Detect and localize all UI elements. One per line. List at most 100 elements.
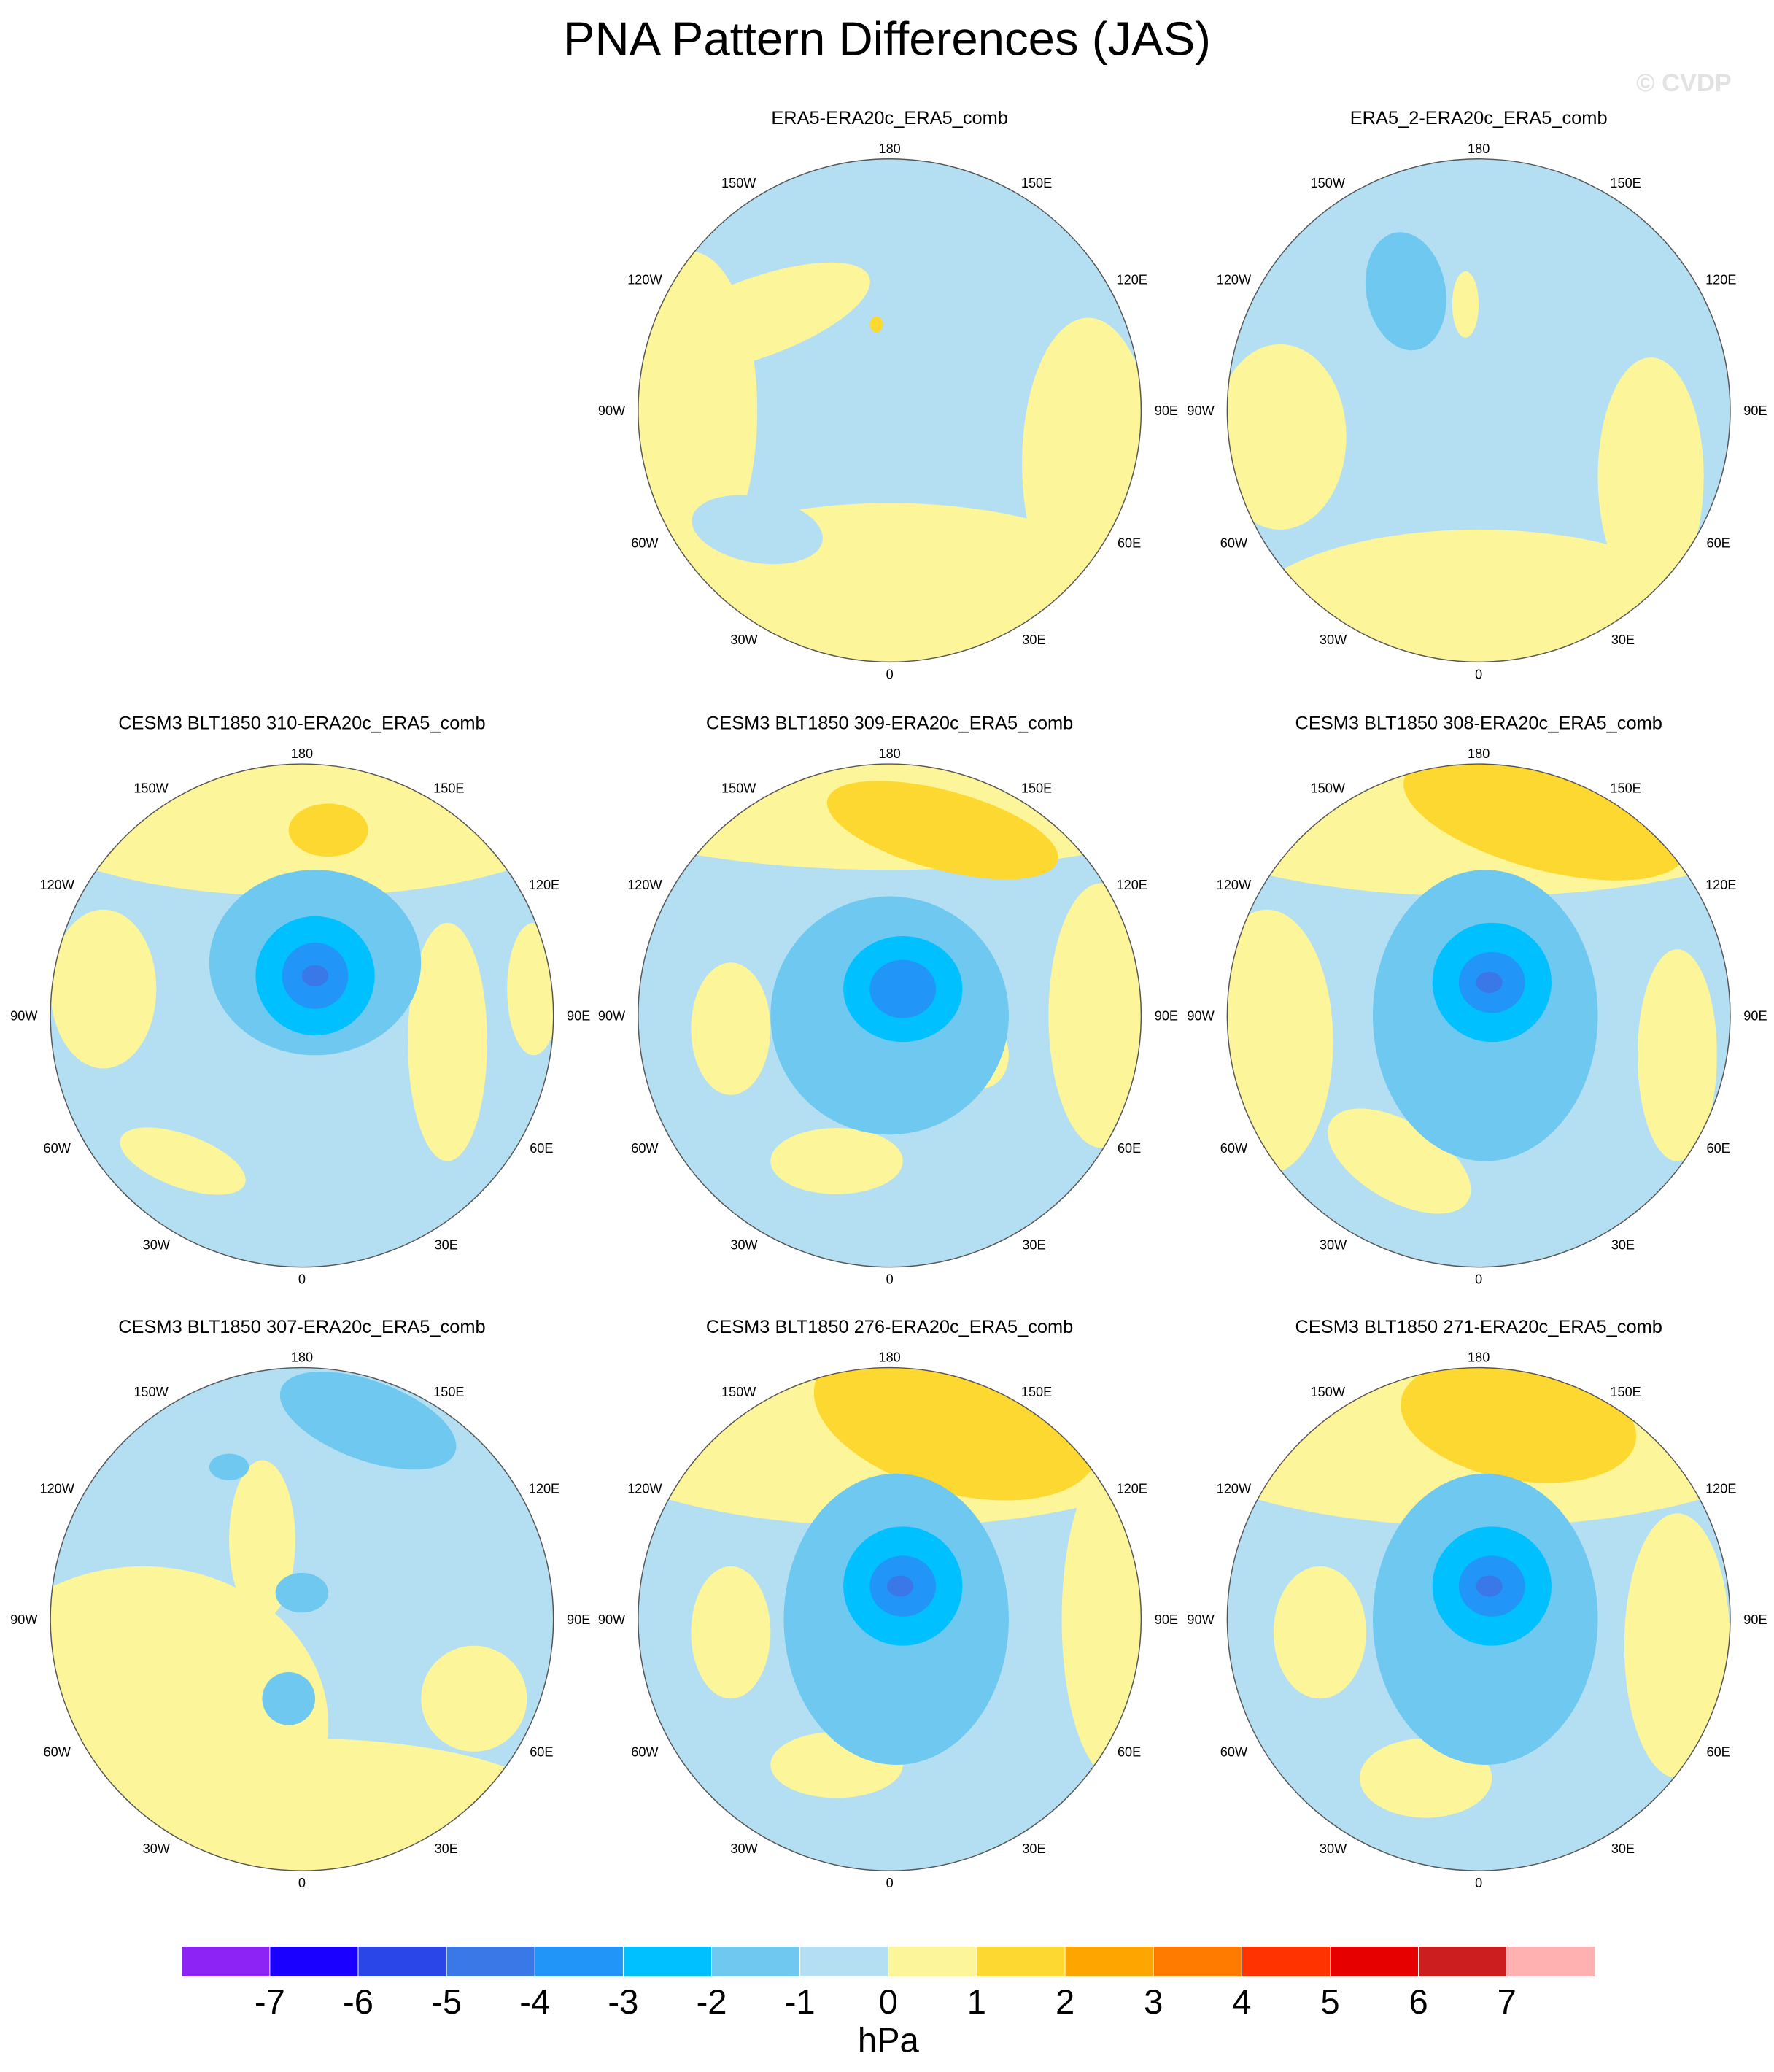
contour-region <box>209 1453 249 1480</box>
longitude-label: 150E <box>1610 781 1641 795</box>
longitude-label: 180 <box>291 746 313 761</box>
longitude-label: 30W <box>143 1237 171 1252</box>
map-panel: CESM3 BLT1850 309-ERA20c_ERA5_comb 180 150… <box>598 713 1178 1287</box>
contour-region <box>644 262 870 374</box>
colorbar-tick-label: -2 <box>697 1982 727 2021</box>
longitude-label: 90W <box>10 1612 38 1627</box>
contour-region <box>229 1460 295 1620</box>
longitude-label: 150E <box>1610 1385 1641 1399</box>
colorbar-box <box>799 1946 889 1977</box>
longitude-label: 180 <box>1468 746 1490 761</box>
longitude-label: 150W <box>721 781 756 795</box>
longitude-label: 30E <box>1611 633 1635 647</box>
longitude-label: 90W <box>598 1008 626 1023</box>
contour-region <box>1061 1460 1142 1779</box>
longitude-label: 0 <box>886 1272 894 1287</box>
map-border <box>1226 763 1731 1268</box>
map-field <box>638 764 1142 1267</box>
longitude-label: 90E <box>1155 1612 1178 1627</box>
longitude-label: 150W <box>721 176 756 190</box>
contour-region <box>50 1738 554 1871</box>
longitude-label: 90W <box>598 403 626 418</box>
map-background <box>1227 158 1730 662</box>
colorbar-box <box>1418 1946 1508 1977</box>
colorbar-tick-label: 6 <box>1409 1982 1428 2021</box>
colorbar-box <box>622 1946 713 1977</box>
contour-region <box>1597 357 1704 596</box>
longitude-label: 120E <box>529 1481 559 1496</box>
longitude-label: 60E <box>1707 1744 1730 1759</box>
longitude-label: 60E <box>530 1744 553 1759</box>
longitude-label: 90E <box>567 1008 590 1023</box>
longitude-label: 90W <box>1187 1612 1215 1627</box>
longitude-label: 90W <box>1187 403 1215 418</box>
map-border <box>50 1366 554 1871</box>
longitude-label: 120W <box>1217 273 1252 287</box>
contour-region <box>1637 949 1717 1161</box>
longitude-label: 0 <box>298 1876 306 1890</box>
contour-region <box>869 959 937 1018</box>
longitude-label: 30W <box>730 633 758 647</box>
longitude-label: 90W <box>598 1612 626 1627</box>
longitude-label: 30E <box>1022 1237 1045 1252</box>
map-border <box>638 763 1142 1268</box>
longitude-label: 60E <box>1118 1141 1141 1156</box>
longitude-label: 120W <box>40 1481 75 1496</box>
contour-region <box>1227 909 1333 1175</box>
longitude-label: 30W <box>1320 633 1347 647</box>
watermark: © CVDP <box>1636 69 1732 97</box>
contour-region <box>1403 764 1686 881</box>
longitude-label: 30E <box>435 1841 458 1856</box>
longitude-label: 60W <box>631 1141 659 1156</box>
contour-region <box>1328 1108 1471 1214</box>
panel-title: CESM3 BLT1850 308-ERA20c_ERA5_comb <box>1295 713 1662 733</box>
longitude-label: 150W <box>721 1385 756 1399</box>
longitude-label: 30W <box>1320 1237 1347 1252</box>
contour-region <box>421 1645 527 1752</box>
colorbar-tick-label: -6 <box>343 1982 373 2021</box>
contour-region <box>826 781 1058 880</box>
contour-region <box>408 922 487 1161</box>
contour-region <box>275 1572 329 1613</box>
longitude-label: 60E <box>1707 536 1730 551</box>
contour-region <box>120 1127 246 1195</box>
longitude-label: 0 <box>1475 1272 1482 1287</box>
longitude-label: 60W <box>1220 1141 1248 1156</box>
longitude-label: 60W <box>44 1744 71 1759</box>
longitude-label: 90E <box>567 1612 590 1627</box>
colorbar-tick-label: 7 <box>1498 1982 1517 2021</box>
colorbar-box <box>357 1946 447 1977</box>
contour-region <box>50 909 157 1069</box>
colorbar-tick-label: 3 <box>1144 1982 1163 2021</box>
longitude-label: 90E <box>1155 1008 1178 1023</box>
map-field <box>50 1367 554 1871</box>
longitude-label: 150W <box>133 781 169 795</box>
longitude-label: 150E <box>433 1385 464 1399</box>
longitude-label: 30E <box>1022 1841 1045 1856</box>
colorbar-tick-label: -3 <box>608 1982 638 2021</box>
longitude-label: 60E <box>1707 1141 1730 1156</box>
longitude-label: 120W <box>1217 878 1252 892</box>
map-border <box>638 158 1142 663</box>
contour-region <box>1240 529 1717 662</box>
longitude-label: 120W <box>1217 1481 1252 1496</box>
colorbar-box <box>711 1946 801 1977</box>
longitude-label: 90E <box>1743 403 1767 418</box>
longitude-label: 30W <box>143 1841 171 1856</box>
map-panel: CESM3 BLT1850 271-ERA20c_ERA5_comb 180 150… <box>1187 1317 1767 1890</box>
contour-region <box>1401 1367 1637 1483</box>
colorbar-tick-label: -4 <box>519 1982 550 2021</box>
contour-region <box>1048 883 1142 1148</box>
longitude-label: 30E <box>1022 633 1045 647</box>
contour-region <box>1227 344 1347 530</box>
map-border <box>1226 1366 1731 1871</box>
figure-title: PNA Pattern Differences (JAS) <box>563 12 1211 65</box>
colorbar-box <box>269 1946 359 1977</box>
contour-region <box>692 495 823 565</box>
longitude-label: 90W <box>1187 1008 1215 1023</box>
map-border <box>1226 158 1731 663</box>
longitude-label: 30W <box>730 1237 758 1252</box>
colorbar-box <box>1241 1946 1330 1977</box>
longitude-label: 180 <box>1468 1350 1490 1365</box>
